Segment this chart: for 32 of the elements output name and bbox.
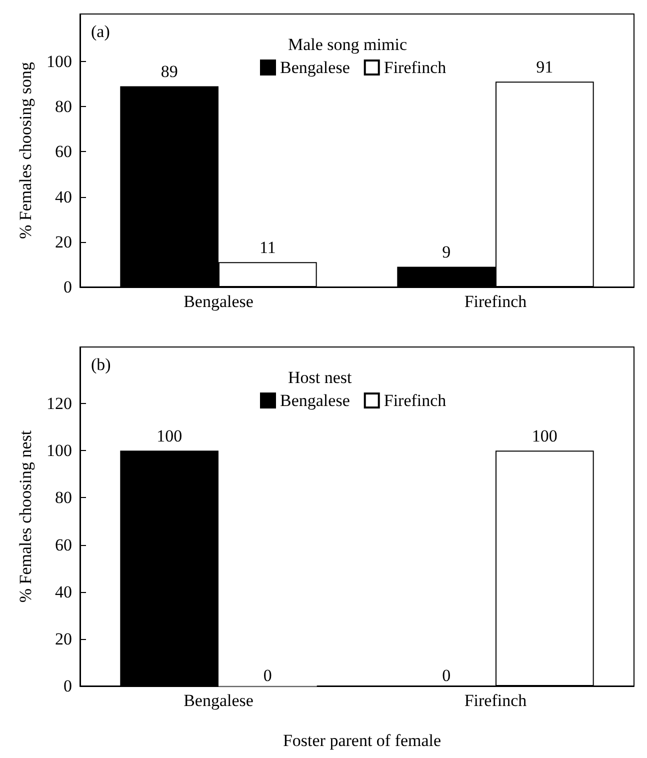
text: (b) — [91, 355, 111, 374]
y-tick-label: 40 — [55, 187, 72, 206]
data-label: 0 — [442, 666, 451, 685]
y-tick-label: 80 — [55, 488, 72, 508]
y-tick-label: 20 — [55, 232, 72, 252]
data-label: 0 — [263, 666, 272, 685]
y-tick-label: 0 — [64, 278, 72, 296]
legend-label: Bengalese — [280, 391, 350, 410]
data-label: 100 — [156, 426, 182, 446]
text: (a) — [91, 22, 110, 41]
y-tick-label: 100 — [46, 52, 72, 71]
data-label: 100 — [532, 426, 558, 446]
legend-label: Bengalese — [280, 58, 350, 77]
data-label: 9 — [442, 242, 451, 262]
data-label: 11 — [259, 238, 276, 258]
y-tick-label: 0 — [64, 676, 72, 696]
y-axis-title: % Females choosing nest — [16, 430, 36, 603]
legend-title: Male song mimic — [288, 35, 408, 54]
y-tick-label: 120 — [46, 394, 72, 413]
data-label: 89 — [160, 62, 178, 82]
y-tick-label: 20 — [55, 629, 72, 648]
y-tick-label: 60 — [55, 535, 72, 554]
legend-label: Firefinch — [384, 391, 447, 410]
legend-label: Firefinch — [384, 58, 447, 77]
y-tick-label: 100 — [46, 441, 72, 460]
y-axis-title: % Females choosing song — [16, 61, 36, 240]
y-tick-label: 80 — [55, 97, 72, 116]
data-label: 91 — [536, 58, 554, 77]
legend-title: Host nest — [288, 368, 352, 387]
y-tick-label: 60 — [55, 142, 72, 162]
x-axis-title: Foster parent of female — [282, 731, 442, 750]
y-tick-label: 40 — [55, 582, 72, 602]
